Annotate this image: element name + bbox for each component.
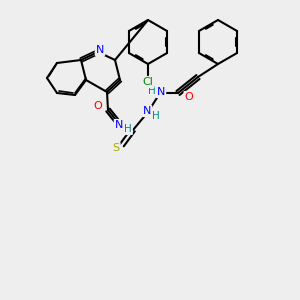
Text: H: H <box>148 86 156 96</box>
Text: Cl: Cl <box>142 77 153 87</box>
Text: N: N <box>115 120 123 130</box>
Text: O: O <box>184 92 194 102</box>
Text: N: N <box>143 106 151 116</box>
Text: H: H <box>124 124 132 134</box>
Text: S: S <box>112 143 120 153</box>
Text: N: N <box>96 45 104 55</box>
Text: O: O <box>94 101 102 111</box>
Text: N: N <box>157 87 165 97</box>
Text: H: H <box>152 111 160 121</box>
